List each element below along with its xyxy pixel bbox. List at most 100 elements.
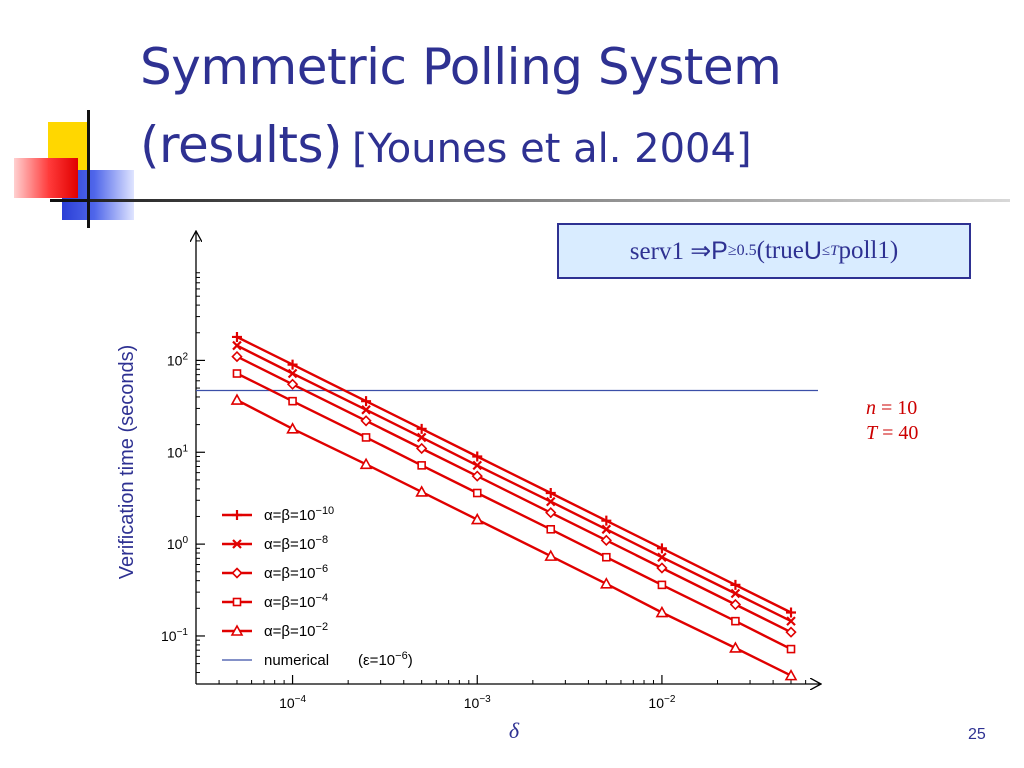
legend-swatch-marker [232, 597, 242, 607]
series-line-diamond [236, 355, 792, 634]
chart-ticks: 10−4 10−3 10−2 10−1 100 101 102 [161, 240, 807, 711]
data-point-square [472, 488, 482, 498]
param-T: T = 40 [866, 422, 919, 444]
title-decoration-vertical-line [87, 110, 90, 228]
series-line-cross [236, 344, 792, 623]
x-tick-label: 10−4 [279, 694, 306, 711]
data-point-diamond [286, 378, 299, 390]
data-point-diamond [729, 598, 742, 611]
data-point-triangle [655, 605, 669, 618]
y-tick-label: 101 [167, 443, 189, 460]
formula-threshold: ≥0.5 [727, 242, 757, 259]
chart-series [196, 331, 818, 681]
data-point-triangle [544, 549, 558, 561]
data-point-triangle [359, 457, 373, 470]
formula-prefix: serv1 ⇒ [629, 238, 712, 265]
data-point-triangle [729, 641, 742, 653]
formula-until-operator: U [803, 236, 822, 265]
formula-time-bound: ≤T [821, 242, 839, 259]
slide-title-results: (results) [140, 116, 343, 174]
slide-title-citation: [Younes et al. 2004] [352, 126, 752, 172]
data-point-square [786, 644, 796, 654]
data-point-triangle [470, 512, 484, 525]
data-point-diamond [785, 626, 797, 638]
legend-swatch-marker [232, 539, 242, 549]
data-point-plus [545, 488, 556, 499]
legend-item-diamond: α=β=10−6 [222, 563, 328, 582]
chart-legend: α=β=10−10 α=β=10−8 α=β=10−6 α=β=10−4 α=β=10−… [222, 505, 413, 669]
property-formula-box: serv1 ⇒ P ≥0.5 (true U ≤T poll1) [557, 223, 971, 279]
data-point-square [602, 552, 611, 562]
data-point-plus [416, 423, 427, 434]
legend-note: (ε=10−6) [358, 650, 413, 669]
formula-probability-operator: P [711, 236, 728, 265]
x-tick-label: 10−3 [464, 694, 491, 711]
data-point-cross [472, 460, 483, 471]
title-decoration-red-square [14, 158, 78, 198]
legend-label: numerical [264, 652, 329, 669]
title-underline [90, 199, 1010, 202]
data-point-diamond [471, 470, 483, 482]
parameter-annotation: n = 10 T = 40 [866, 396, 918, 446]
formula-mid: (true [756, 237, 804, 264]
data-point-triangle [230, 393, 244, 405]
data-point-cross [601, 524, 612, 535]
data-point-plus [231, 331, 242, 342]
data-point-triangle [599, 577, 613, 589]
series-plus [231, 331, 797, 618]
legend-label: α=β=10−4 [264, 592, 328, 611]
data-point-diamond [600, 534, 612, 546]
formula-suffix: poll1) [838, 237, 899, 264]
data-point-square [546, 524, 556, 534]
y-axis-label: Verification time (seconds) [116, 345, 138, 580]
legend-label: α=β=10−2 [264, 621, 328, 640]
data-point-plus [361, 396, 372, 407]
legend-label: α=β=10−6 [264, 563, 328, 582]
data-point-triangle [784, 668, 798, 681]
data-point-plus [472, 451, 483, 462]
data-point-plus [601, 515, 612, 526]
page-number: 25 [968, 726, 986, 743]
data-point-diamond [360, 415, 372, 427]
legend-label: α=β=10−8 [264, 534, 328, 553]
legend-item-cross: α=β=10−8 [222, 534, 328, 553]
data-point-diamond [545, 507, 557, 519]
data-point-square [657, 580, 667, 590]
data-point-plus [656, 543, 667, 554]
data-point-diamond [416, 442, 428, 455]
data-point-cross [545, 496, 556, 507]
data-point-cross [730, 588, 741, 599]
y-tick-label: 100 [167, 535, 189, 552]
x-axis-label: δ [509, 718, 520, 743]
data-point-cross [657, 552, 667, 562]
series-square [232, 369, 796, 654]
series-cross [232, 340, 796, 626]
legend-swatch-marker [230, 624, 244, 636]
data-point-square [288, 396, 297, 406]
data-point-cross [287, 368, 298, 379]
data-point-square [361, 433, 371, 442]
data-point-cross [232, 340, 242, 351]
legend-item-numerical: numerical (ε=10−6) [222, 650, 413, 669]
legend-item-square: α=β=10−4 [222, 592, 328, 611]
data-point-plus [730, 579, 741, 590]
data-point-plus [786, 607, 797, 618]
y-tick-label: 102 [167, 351, 189, 368]
data-point-square [731, 616, 740, 626]
data-point-triangle [286, 422, 299, 434]
data-point-cross [361, 405, 371, 415]
data-point-plus [287, 359, 298, 370]
series-line-plus [236, 335, 792, 614]
data-point-cross [786, 616, 796, 626]
data-point-diamond [231, 350, 243, 363]
x-tick-label: 10−2 [648, 694, 675, 711]
data-point-cross [416, 432, 427, 443]
data-point-square [232, 369, 242, 378]
legend-item-plus: α=β=10−10 [222, 505, 334, 524]
slide-title: Symmetric Polling System [140, 38, 782, 96]
param-n: n = 10 [866, 397, 918, 419]
legend-item-triangle: α=β=10−2 [222, 621, 328, 640]
legend-label: α=β=10−10 [264, 505, 334, 524]
data-point-square [417, 461, 426, 470]
